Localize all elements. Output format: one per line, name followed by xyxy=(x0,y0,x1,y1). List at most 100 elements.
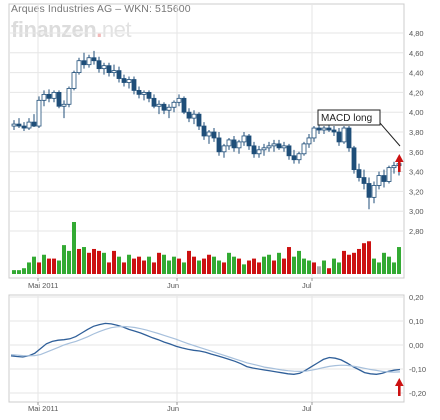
volume-bar xyxy=(382,252,386,274)
candle xyxy=(41,90,47,107)
macd-line xyxy=(10,322,401,375)
candle xyxy=(191,110,197,125)
candle xyxy=(36,96,42,129)
volume-bar xyxy=(42,254,46,274)
candle xyxy=(101,62,107,75)
candle xyxy=(86,54,92,68)
volume-bar xyxy=(322,260,326,274)
candle-body xyxy=(201,125,207,137)
candle xyxy=(51,90,57,103)
price-y-tick: 4,60 xyxy=(409,49,424,58)
volume-bar xyxy=(347,254,351,274)
volume-bar xyxy=(297,250,301,274)
volume-bar xyxy=(287,247,291,274)
volume-bar xyxy=(397,247,401,274)
candle xyxy=(121,74,127,87)
candle xyxy=(346,126,352,152)
candle-body xyxy=(81,60,87,66)
signal-line xyxy=(10,325,401,373)
candle xyxy=(136,86,142,99)
volume-bar xyxy=(92,248,96,274)
candle-body xyxy=(266,145,272,149)
volume-bar xyxy=(187,250,191,274)
price-y-tick: 4,80 xyxy=(409,29,424,38)
volume-bar xyxy=(337,262,341,274)
volume-bar xyxy=(127,254,131,274)
candle-body xyxy=(226,139,232,147)
logo-dot: . xyxy=(96,17,102,42)
candle xyxy=(21,122,27,132)
candle-body xyxy=(86,57,92,66)
candle xyxy=(46,89,52,103)
candle-body xyxy=(136,90,142,95)
candle-body xyxy=(36,99,42,127)
candle-body xyxy=(391,165,397,169)
candle xyxy=(116,66,122,83)
volume-bar xyxy=(207,254,211,274)
logo-tld: net xyxy=(101,17,132,42)
macd-x-tick: Jun xyxy=(167,404,179,413)
volume-bar xyxy=(82,247,86,274)
volume-bar xyxy=(272,260,276,274)
candle-body xyxy=(141,92,147,95)
volume-bar xyxy=(107,262,111,274)
candle xyxy=(266,141,272,152)
volume-bar xyxy=(37,262,41,274)
volume-bar xyxy=(362,243,366,274)
candle xyxy=(291,149,297,164)
price-x-tick: Jul xyxy=(302,281,312,290)
macd-x-tick: Mai 2011 xyxy=(28,404,58,413)
annotation-pointer xyxy=(379,122,401,147)
candle-body xyxy=(61,103,67,107)
annotation-layer: MACD long xyxy=(317,109,404,396)
candle-body xyxy=(261,147,267,151)
candle-body xyxy=(51,92,57,99)
candle-body xyxy=(26,121,32,129)
volume-bar xyxy=(137,256,141,274)
volume-bar xyxy=(262,256,266,274)
candle-body xyxy=(351,147,357,171)
volume-bar xyxy=(212,256,216,274)
price-y-tick: 4,40 xyxy=(409,69,424,78)
axis-labels: 4,80 4,60 4,40 4,20 4,00 3,80 3,60 3,40 3,20 3,00… xyxy=(28,29,426,413)
candle-body xyxy=(301,143,307,155)
volume-bar xyxy=(277,252,281,274)
candle xyxy=(286,143,292,160)
candle-body xyxy=(361,177,367,184)
volume-bar xyxy=(12,270,16,274)
candle-body xyxy=(46,93,52,99)
candle-body xyxy=(121,78,127,83)
candle-body xyxy=(336,131,342,143)
candle-body xyxy=(186,111,192,119)
candle xyxy=(26,118,32,131)
candle-body xyxy=(356,169,362,178)
candle xyxy=(321,126,327,134)
price-y-tick: 3,40 xyxy=(409,168,424,177)
volume-bar xyxy=(87,252,91,274)
volume-bar xyxy=(172,256,176,274)
price-y-tick: 3,60 xyxy=(409,148,424,157)
candle-body xyxy=(106,65,112,73)
candle-body xyxy=(21,125,27,129)
volume-bar xyxy=(157,252,161,274)
macd-y-tick: -0,20 xyxy=(409,389,426,398)
macd-y-tick: 0,20 xyxy=(409,293,424,302)
candle xyxy=(331,126,337,136)
candle-body xyxy=(181,97,187,113)
volume-bar xyxy=(227,252,231,274)
volume-bar xyxy=(317,266,321,274)
candle-body xyxy=(191,113,197,119)
macd-y-tick: -0,10 xyxy=(409,365,426,374)
volume-bar xyxy=(97,250,101,274)
volume-bar xyxy=(237,258,241,274)
volume-bar xyxy=(147,256,151,274)
candle-body xyxy=(126,79,132,83)
candle xyxy=(196,112,202,131)
volume-bar xyxy=(22,268,26,274)
volume-bar xyxy=(72,222,76,274)
volume-bar xyxy=(17,270,21,274)
price-x-tick: Jun xyxy=(167,281,179,290)
macd-panel-frame xyxy=(8,294,405,403)
candle-body xyxy=(206,131,212,137)
volume-bar xyxy=(77,248,81,274)
